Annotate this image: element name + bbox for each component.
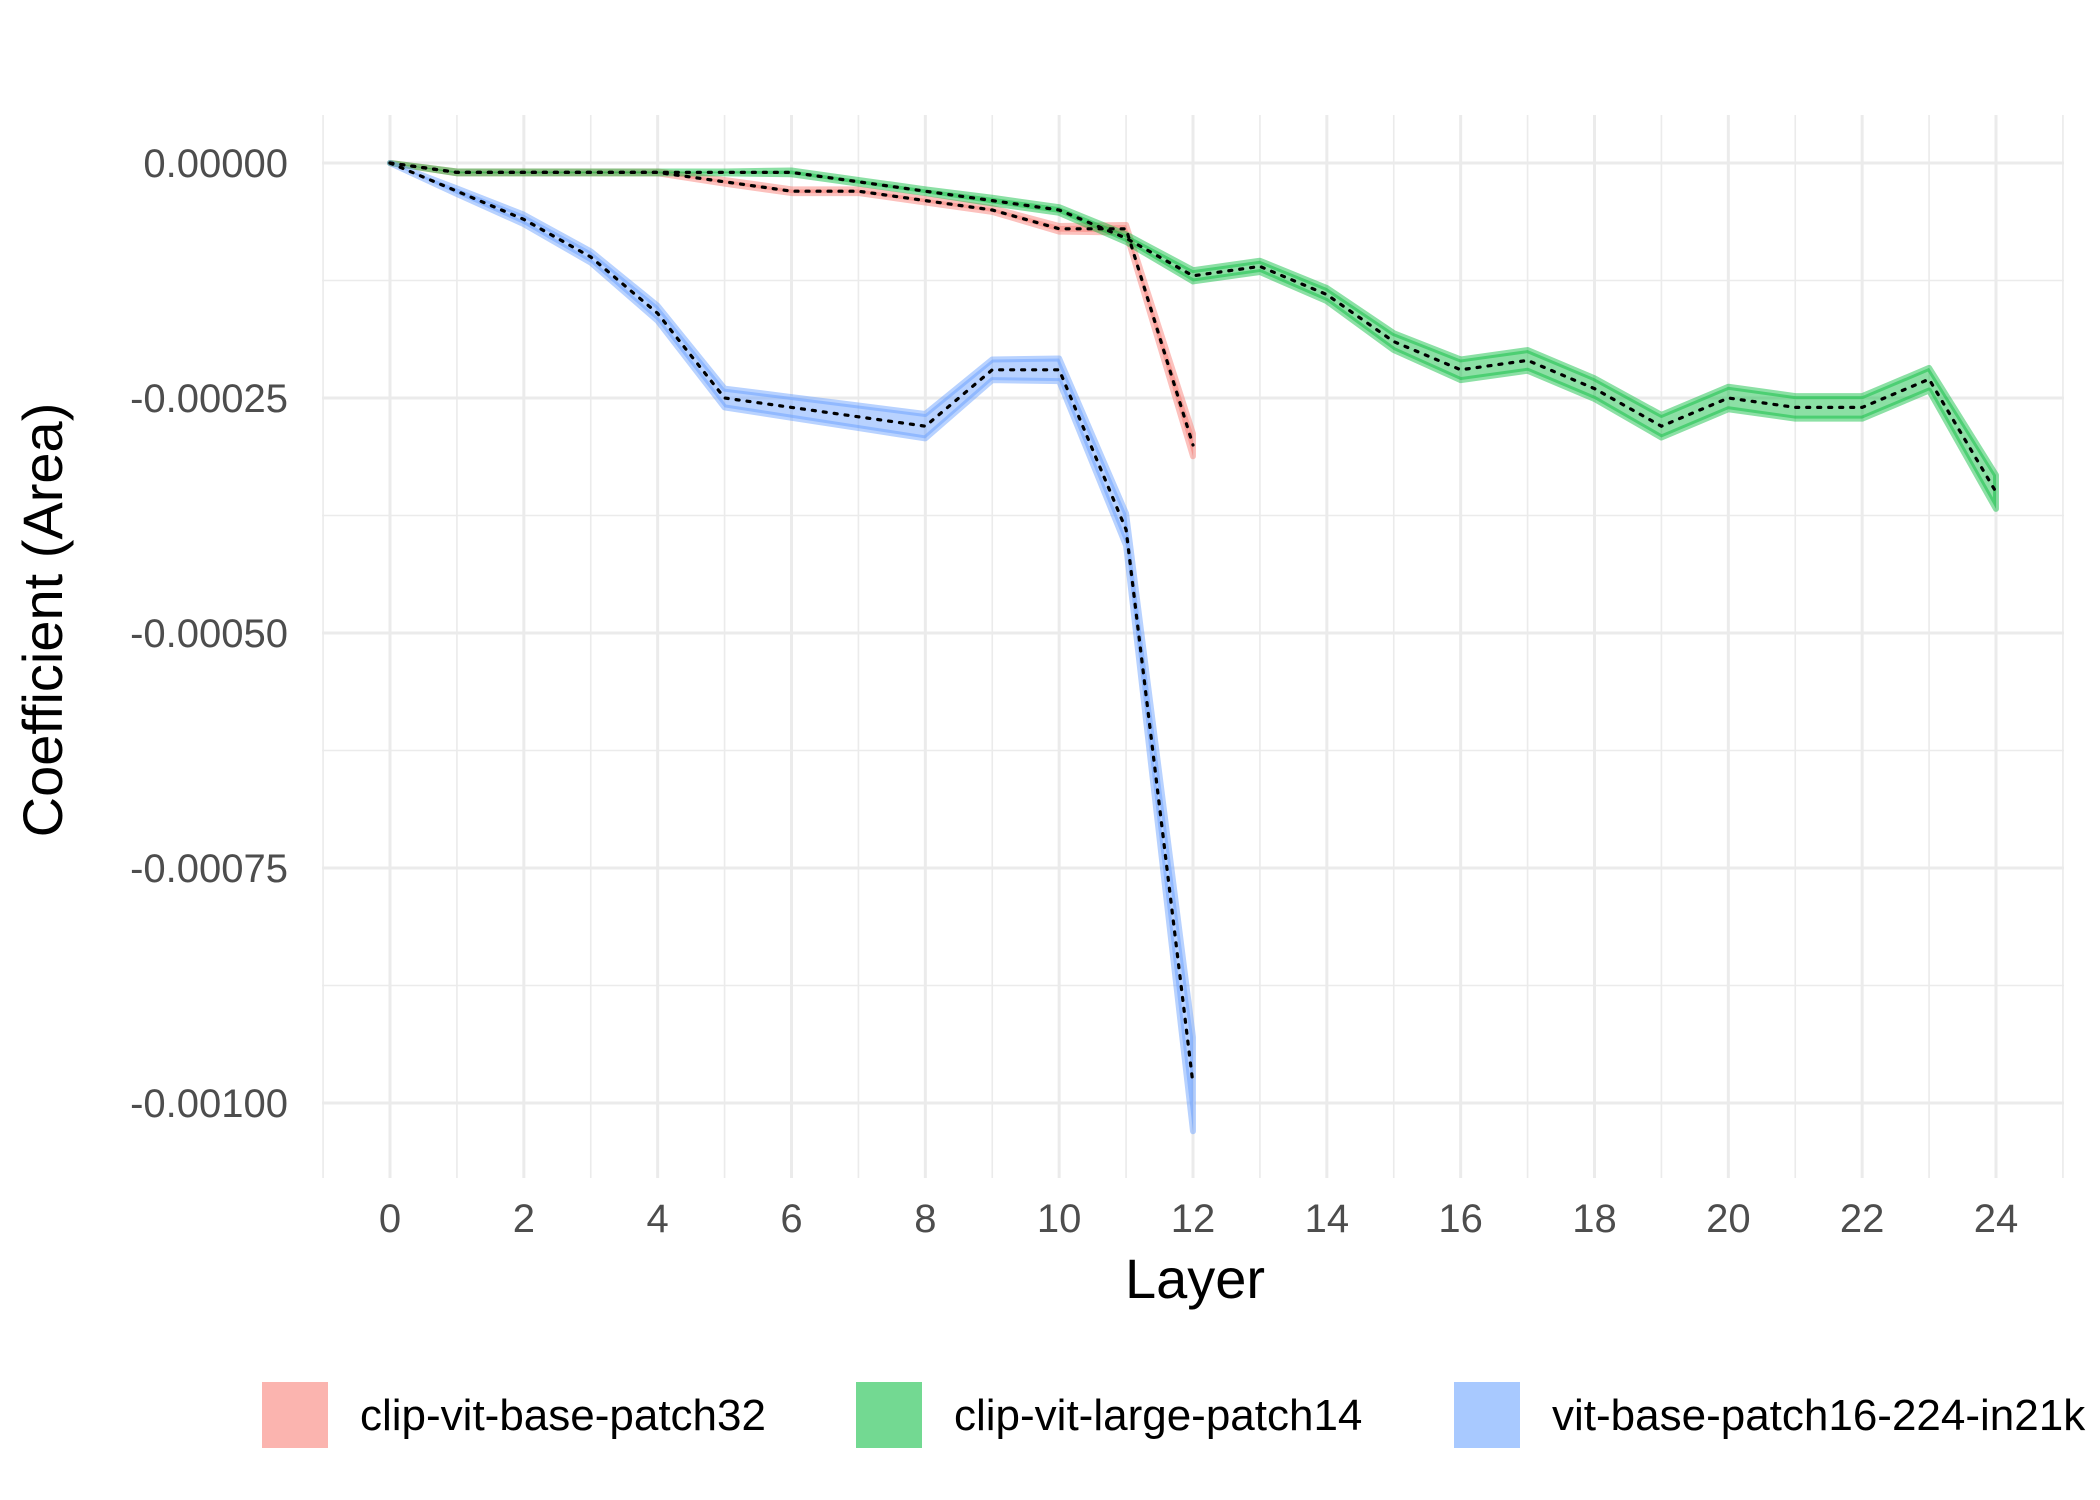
y-tick-label: -0.00050 <box>130 612 288 656</box>
x-tick-label: 22 <box>1840 1197 1885 1241</box>
x-tick-label: 6 <box>780 1197 802 1241</box>
x-tick-label: 4 <box>647 1197 669 1241</box>
x-tick-label: 20 <box>1706 1197 1751 1241</box>
x-tick-label: 12 <box>1171 1197 1216 1241</box>
x-tick-label: 2 <box>513 1197 535 1241</box>
ribbon-series-2 <box>387 160 1196 1135</box>
legend-key-series-0 <box>262 1382 328 1448</box>
y-axis-title: Coefficient (Area) <box>11 403 74 838</box>
x-tick-label: 16 <box>1438 1197 1483 1241</box>
y-axis-tick-labels: 0.00000 -0.00025 -0.00050 -0.00075 -0.00100 <box>130 142 288 1126</box>
y-tick-label: 0.00000 <box>143 142 288 186</box>
legend-key-series-1 <box>856 1382 922 1448</box>
ribbon-series-1 <box>387 160 1999 512</box>
x-tick-label: 24 <box>1974 1197 2019 1241</box>
legend-label-series-2: vit-base-patch16-224-in21k <box>1552 1391 2086 1440</box>
legend-key-series-2 <box>1454 1382 1520 1448</box>
y-tick-label: -0.00025 <box>130 377 288 421</box>
x-axis-tick-labels: 0 2 4 6 8 10 12 14 16 18 20 22 24 <box>379 1197 2018 1241</box>
y-tick-label: -0.00075 <box>130 847 288 891</box>
x-axis-title: Layer <box>1125 1247 1265 1310</box>
legend: clip-vit-base-patch32 clip-vit-large-patc… <box>262 1382 2086 1448</box>
mean-line-series-1 <box>388 161 1998 494</box>
series-mean-lines <box>388 161 1998 1086</box>
legend-label-series-1: clip-vit-large-patch14 <box>954 1391 1362 1440</box>
grid-major <box>322 115 2064 1178</box>
legend-label-series-0: clip-vit-base-patch32 <box>360 1391 766 1440</box>
x-tick-label: 0 <box>379 1197 401 1241</box>
x-tick-label: 10 <box>1037 1197 1082 1241</box>
x-tick-label: 14 <box>1305 1197 1350 1241</box>
mean-line-series-2 <box>388 161 1195 1086</box>
x-tick-label: 18 <box>1572 1197 1617 1241</box>
x-tick-label: 8 <box>914 1197 936 1241</box>
y-tick-label: -0.00100 <box>130 1082 288 1126</box>
